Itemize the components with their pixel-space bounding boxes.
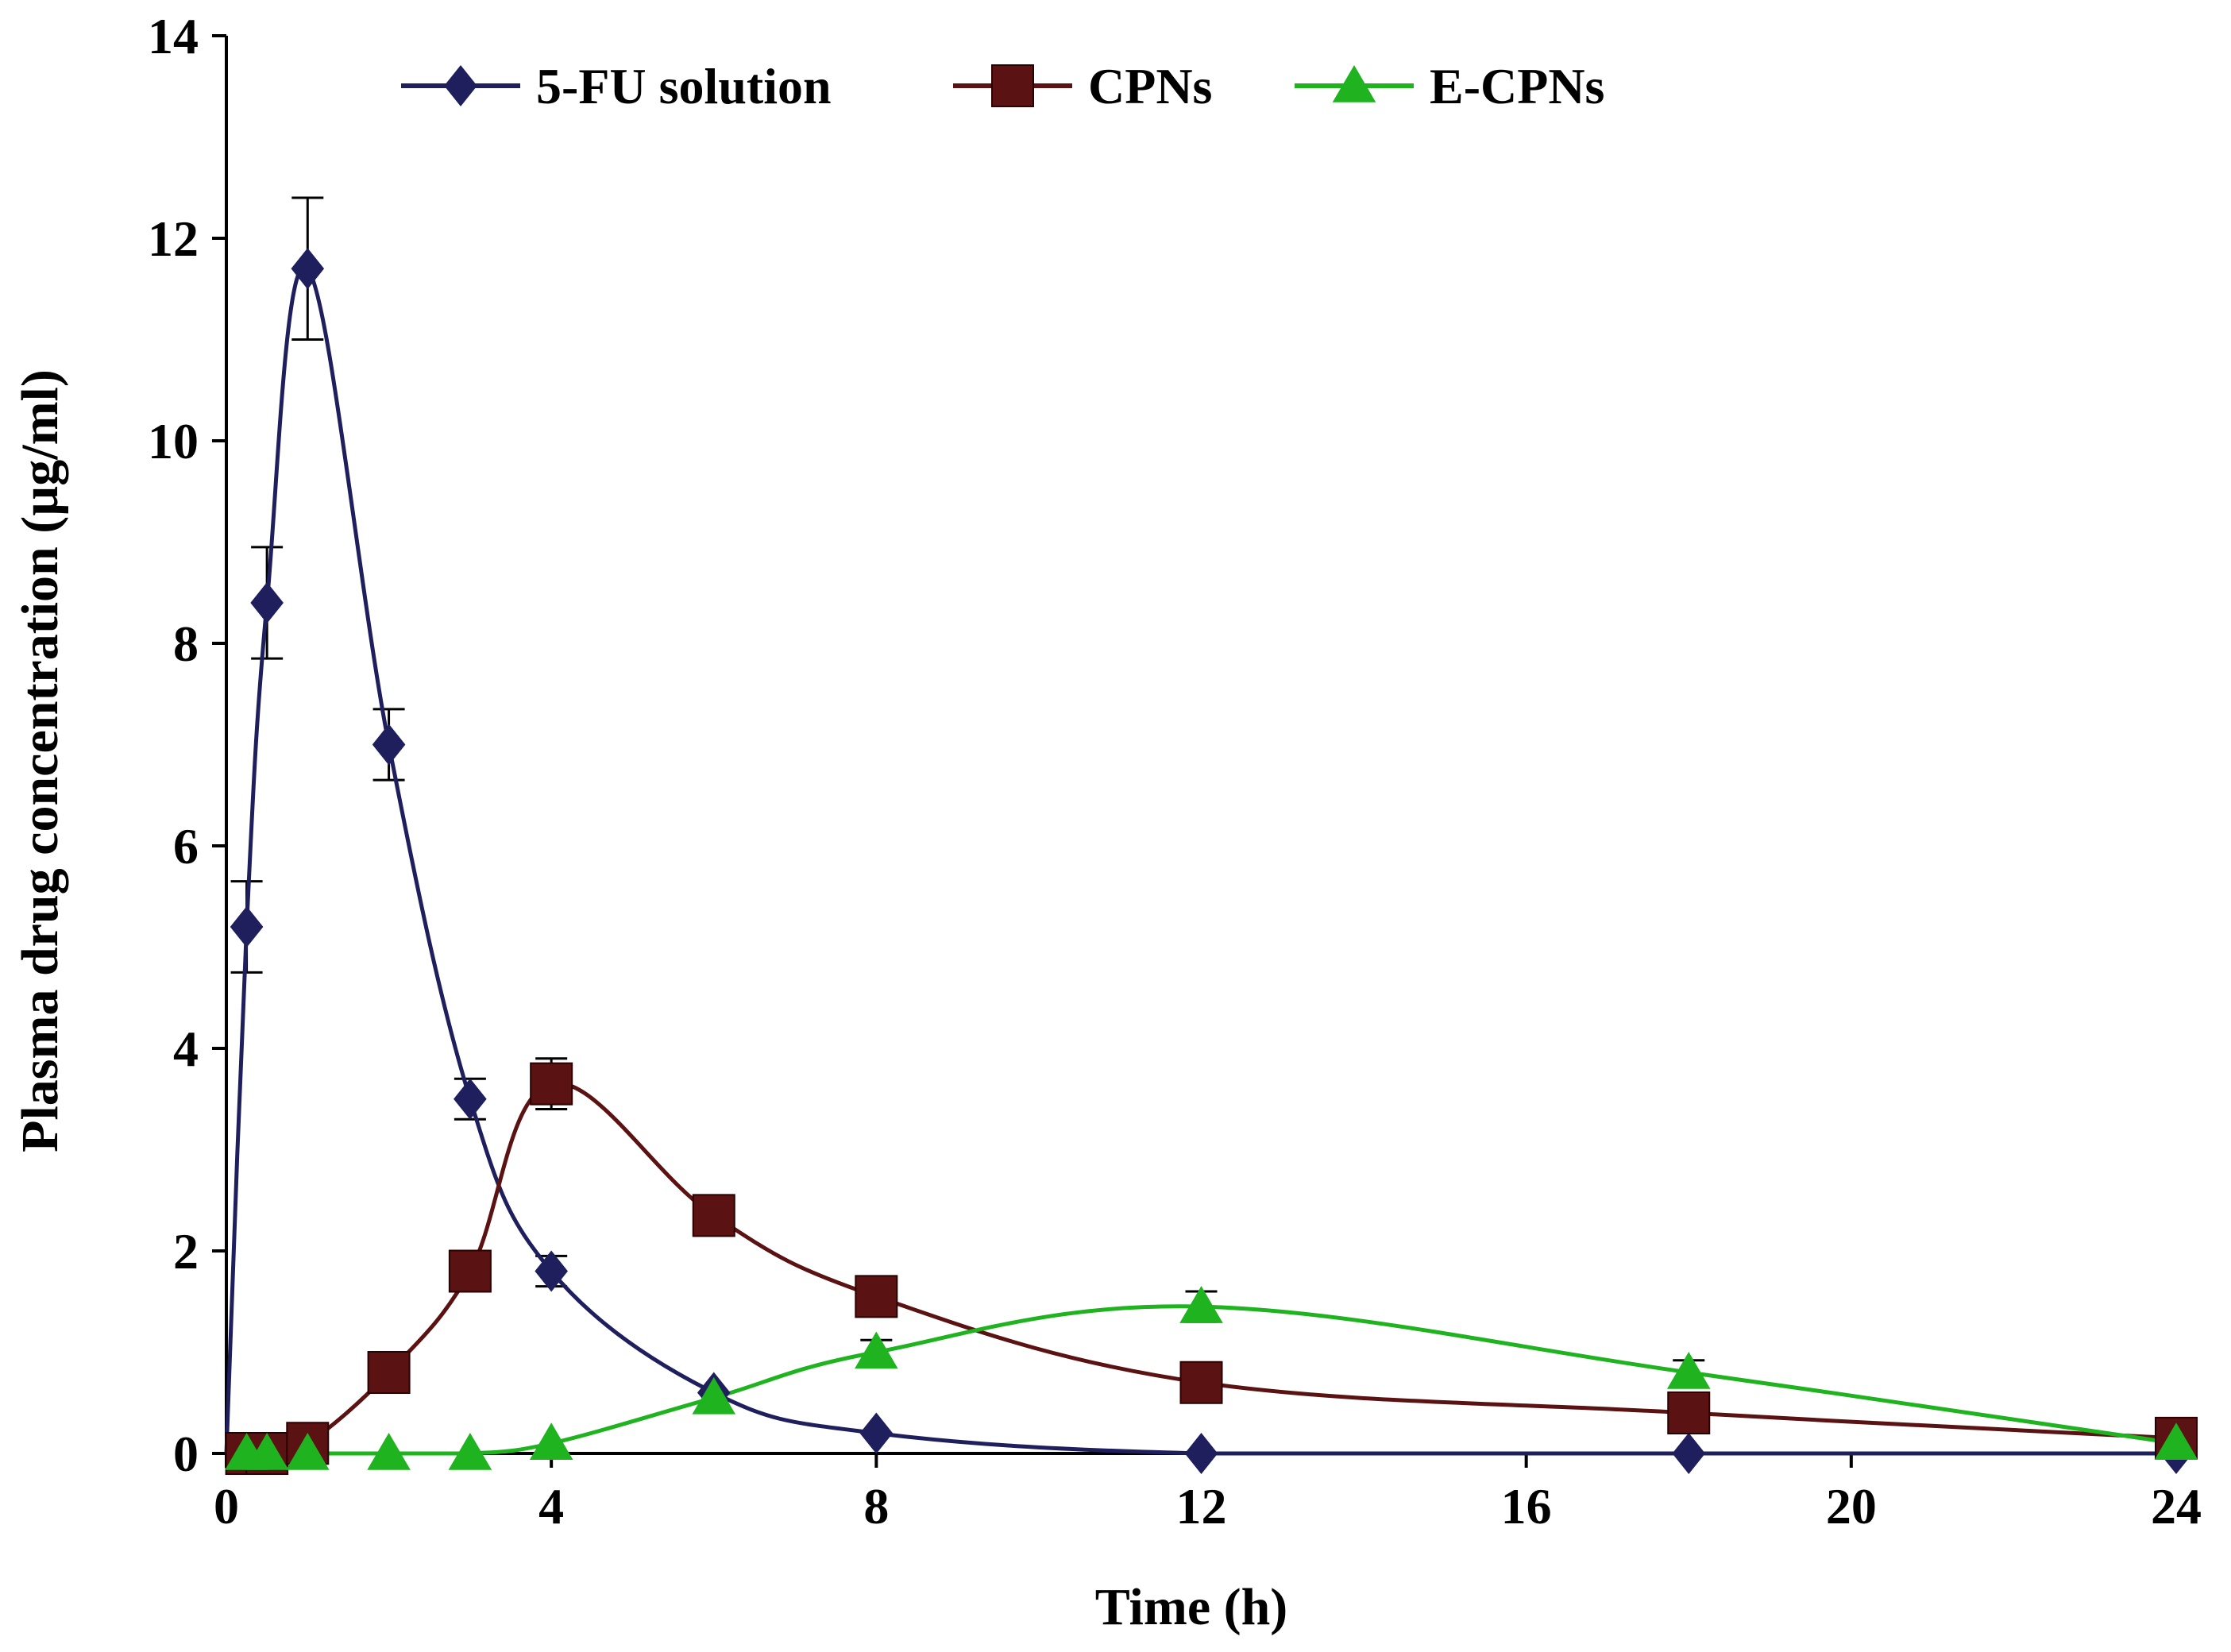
y-axis-title: Plasma drug concentration (µg/ml) [11, 369, 69, 1152]
y-tick-label: 8 [173, 616, 199, 672]
data-point-3 [245, 1433, 289, 1470]
series-lines [224, 264, 2177, 1456]
legend-marker [444, 65, 477, 106]
y-tick-label: 0 [173, 1426, 199, 1482]
data-point-3 [367, 1433, 411, 1470]
data-point-2 [448, 1249, 492, 1293]
y-tick-label: 12 [148, 210, 199, 267]
data-point-2 [530, 1062, 573, 1106]
data-point-3 [1179, 1286, 1223, 1323]
error-bars [230, 196, 1705, 1386]
x-tick-label: 0 [214, 1478, 239, 1534]
data-point-2 [855, 1275, 898, 1318]
data-point-1 [859, 1412, 894, 1454]
x-tick-label: 4 [538, 1478, 564, 1534]
data-point-2 [692, 1194, 735, 1237]
x-tick-label: 8 [863, 1478, 889, 1534]
legend-label: 5-FU solution [536, 58, 832, 114]
series-markers [225, 248, 2198, 1475]
data-point-3 [2154, 1422, 2198, 1461]
x-tick-label: 16 [1501, 1478, 1552, 1534]
data-point-1 [230, 906, 264, 948]
data-point-1 [535, 1250, 568, 1292]
legend-label: CPNs [1088, 58, 1212, 114]
y-tick-label: 10 [148, 413, 199, 469]
x-axis-title: Time (h) [1095, 1578, 1288, 1636]
data-point-3 [1666, 1352, 1711, 1389]
y-tick-label: 14 [148, 8, 199, 64]
legend-marker [1332, 65, 1376, 102]
data-point-3 [855, 1331, 898, 1369]
legend: 5-FU solution CPNs E-CPNs [401, 58, 1604, 114]
data-point-1 [372, 724, 406, 766]
data-point-2 [367, 1351, 411, 1394]
x-tick-label: 20 [1826, 1478, 1877, 1534]
legend-label: E-CPNs [1430, 58, 1604, 114]
data-point-3 [529, 1422, 573, 1461]
data-point-1 [250, 582, 284, 623]
x-tick-label: 12 [1176, 1478, 1227, 1534]
data-point-2 [1179, 1361, 1223, 1404]
data-point-3 [448, 1433, 492, 1470]
data-point-1 [454, 1078, 487, 1120]
series-line-1 [224, 264, 2176, 1456]
data-point-2 [1667, 1391, 1711, 1434]
y-tick-label: 2 [173, 1223, 199, 1280]
legend-marker [991, 64, 1034, 107]
y-tick-label: 6 [173, 818, 199, 874]
x-tick-label: 24 [2151, 1478, 2202, 1534]
data-point-1 [1184, 1433, 1218, 1474]
data-point-1 [1672, 1433, 1706, 1474]
data-point-1 [291, 248, 325, 290]
data-point-3 [285, 1433, 330, 1470]
data-point-3 [692, 1376, 736, 1415]
y-tick-label: 4 [173, 1021, 199, 1077]
